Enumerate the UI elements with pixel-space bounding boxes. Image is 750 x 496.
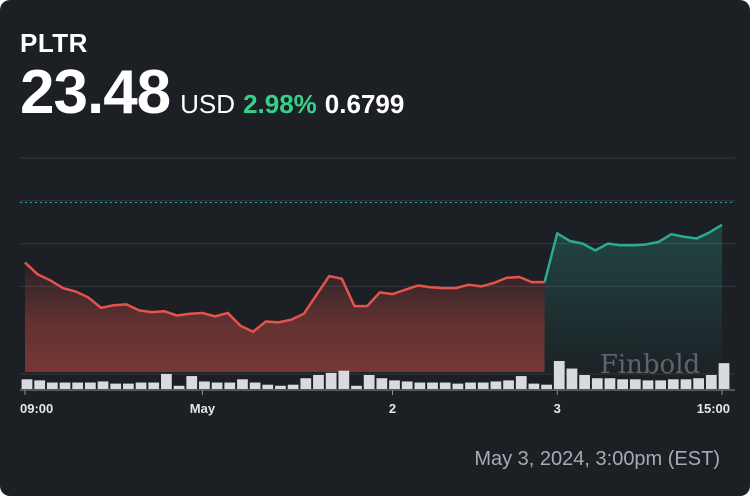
volume-bar <box>617 379 629 389</box>
volume-bar <box>249 382 261 389</box>
volume-bar <box>199 381 210 389</box>
volume-bar <box>655 380 667 389</box>
volume-bar <box>135 382 147 389</box>
volume-bar <box>84 382 96 389</box>
volume-bar <box>325 372 337 389</box>
volume-bar <box>211 382 223 389</box>
volume-bar <box>389 380 400 389</box>
volume-bar <box>439 382 451 389</box>
volume-bar <box>427 382 438 389</box>
volume-bar <box>705 375 717 389</box>
volume-bar <box>21 379 33 389</box>
volume-bar <box>718 363 730 389</box>
volume-bar <box>97 381 109 389</box>
ticker-symbol: PLTR <box>20 28 88 58</box>
volume-bar <box>313 375 324 389</box>
volume-bar <box>604 378 616 389</box>
x-tick-label: 2 <box>389 401 396 416</box>
volume-bar <box>46 382 58 389</box>
volume-bar <box>262 384 274 389</box>
volume-bar <box>161 373 172 389</box>
change-absolute: 0.6799 <box>324 89 405 119</box>
volume-bar <box>363 375 375 389</box>
volume-bar <box>629 379 641 389</box>
volume-bar <box>693 378 705 389</box>
volume-bar <box>186 376 198 389</box>
area-fills <box>25 224 722 372</box>
volume-bar <box>401 381 413 389</box>
volume-bar <box>300 378 312 389</box>
volume-bar <box>59 382 71 389</box>
volume-bar <box>667 379 679 389</box>
volume-bar <box>351 385 362 389</box>
x-tick-label: May <box>190 401 216 416</box>
volume-bar <box>376 378 388 389</box>
currency-label: USD <box>180 89 236 119</box>
volume-bar <box>642 380 654 389</box>
change-percent: 2.98% <box>243 89 317 119</box>
volume-bar <box>477 382 489 389</box>
volume-bar <box>287 384 299 389</box>
x-tick-label: 15:00 <box>697 401 730 416</box>
volume-bar <box>553 361 565 389</box>
volume-bar <box>148 382 160 389</box>
volume-bar <box>122 383 134 389</box>
current-price: 23.48 <box>20 58 171 127</box>
volume-bar <box>452 383 464 389</box>
price-row: 23.48 USD 2.98% 0.6799 <box>20 62 404 124</box>
volume-bar <box>541 384 552 389</box>
volume-bar <box>72 382 84 389</box>
volume-bar <box>110 383 122 389</box>
volume-bar <box>414 382 426 389</box>
timestamp: May 3, 2024, 3:00pm (EST) <box>474 448 720 470</box>
volume-bar <box>490 381 502 389</box>
down-area-fill <box>25 262 545 372</box>
volume-bar <box>34 380 46 389</box>
price-line-up <box>543 223 723 283</box>
volume-bar <box>566 368 578 389</box>
volume-bar <box>591 378 603 389</box>
price-lines <box>24 223 723 334</box>
volume-bar <box>528 383 540 389</box>
volume-bar <box>503 380 514 389</box>
volume-bar <box>338 370 350 389</box>
x-tick-label: 09:00 <box>20 401 53 416</box>
price-line-down <box>24 261 545 334</box>
x-axis-ticks: 09:00 May 2 3 15:00 <box>20 390 730 416</box>
up-area-fill <box>544 224 722 372</box>
volume-bars <box>21 361 730 389</box>
volume-bar <box>465 382 476 389</box>
volume-bar <box>275 385 286 389</box>
volume-bar <box>515 376 527 389</box>
volume-bar <box>680 379 692 389</box>
volume-bar <box>173 385 185 389</box>
volume-bar <box>579 375 590 389</box>
volume-bar <box>237 379 248 389</box>
x-tick-label: 3 <box>554 401 561 416</box>
volume-bar <box>224 382 236 389</box>
